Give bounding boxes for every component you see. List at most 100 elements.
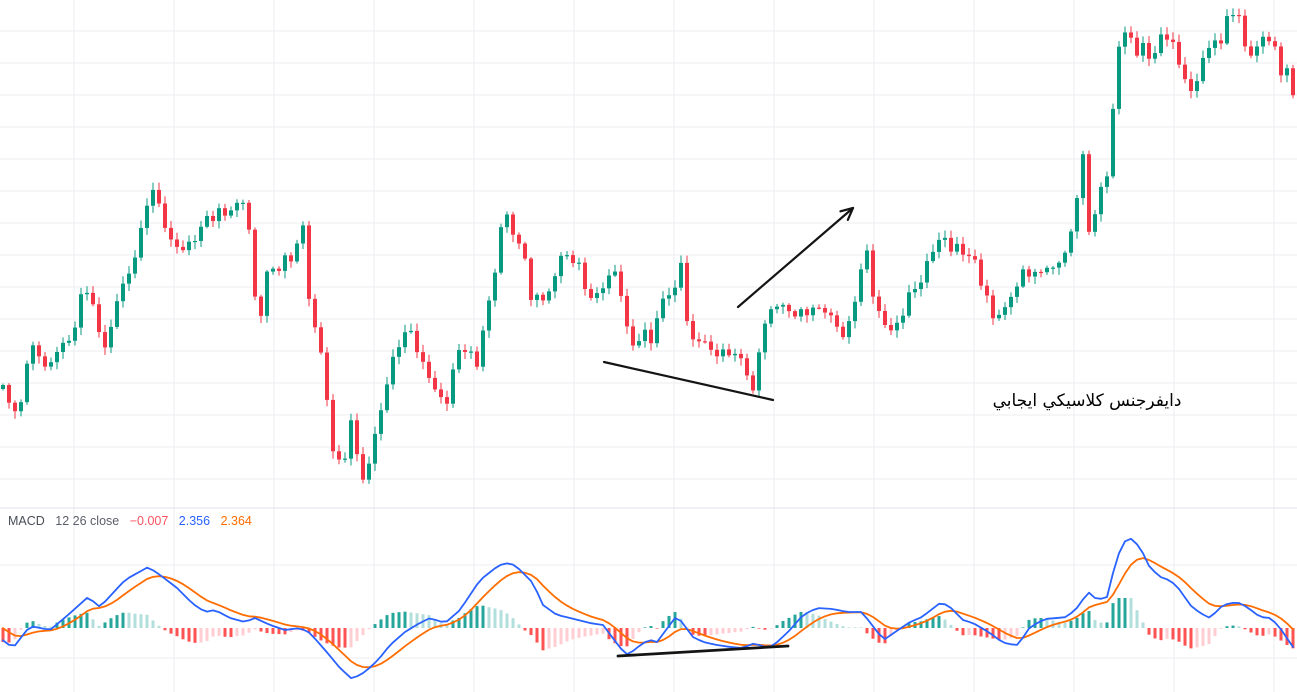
hist-bar	[31, 621, 35, 628]
candle-body	[895, 322, 899, 331]
hist-bar	[979, 628, 983, 637]
divergence-annotation-text[interactable]: دايفرجنس كلاسيكي ايجابي	[992, 391, 1182, 411]
candle-body	[511, 214, 515, 235]
candle-body	[319, 327, 323, 353]
candle-body	[1099, 186, 1103, 215]
price-divergence-trendline[interactable]	[602, 360, 775, 402]
hist-bar	[793, 614, 797, 628]
candle-body	[463, 349, 467, 352]
candle-body	[1225, 16, 1229, 44]
candle-body	[337, 451, 341, 460]
hist-bar	[361, 628, 365, 636]
candle-body	[55, 351, 59, 363]
candlestick-series	[1, 8, 1295, 484]
macd-signal-line	[2, 557, 1294, 669]
hist-bar	[571, 628, 575, 640]
candle-body	[343, 458, 347, 460]
candle-body	[805, 309, 809, 316]
candle-body	[421, 352, 425, 362]
candle-body	[217, 208, 221, 222]
user-drawings[interactable]	[602, 206, 855, 658]
candle-body	[841, 326, 845, 338]
hist-bar	[709, 628, 713, 636]
macd-divergence-trendline[interactable]	[616, 644, 790, 658]
hist-bar	[229, 628, 233, 638]
hist-bar	[991, 628, 995, 639]
candle-body	[673, 287, 677, 296]
candle-body	[1021, 269, 1025, 287]
hist-bar	[1063, 622, 1067, 628]
candle-body	[559, 255, 563, 277]
candle-body	[25, 363, 29, 403]
candle-body	[853, 301, 857, 322]
candle-body	[943, 237, 947, 240]
hist-bar	[1117, 598, 1121, 628]
candle-body	[901, 315, 905, 323]
hist-bar	[661, 621, 665, 628]
candle-body	[1075, 198, 1079, 232]
candle-body	[1153, 53, 1157, 59]
candle-body	[1093, 214, 1097, 232]
hist-bar	[757, 628, 761, 629]
hist-bar	[595, 628, 599, 635]
candle-body	[91, 292, 95, 305]
candle-body	[1123, 32, 1127, 47]
hist-bar	[805, 612, 809, 628]
candle-body	[175, 239, 179, 247]
candle-body	[985, 285, 989, 296]
candle-body	[967, 254, 971, 257]
hist-bar	[577, 628, 581, 638]
hist-bar	[241, 628, 245, 636]
candle-body	[1237, 15, 1241, 17]
hist-bar	[1009, 628, 1013, 638]
hist-bar	[835, 624, 839, 628]
hist-bar	[349, 628, 353, 648]
candle-body	[31, 345, 35, 364]
candle-body	[787, 304, 791, 312]
candle-body	[67, 340, 71, 343]
hist-bar	[85, 612, 89, 628]
candle-body	[655, 318, 659, 344]
hist-bar	[955, 628, 959, 631]
hist-bar	[175, 628, 179, 637]
candle-body	[889, 325, 893, 331]
candle-body	[1015, 286, 1019, 297]
hist-bar	[223, 628, 227, 637]
candle-body	[541, 294, 545, 301]
candle-body	[847, 321, 851, 338]
hist-bar	[1069, 620, 1073, 628]
up-arrow-drawing[interactable]	[736, 206, 855, 309]
candle-body	[607, 275, 611, 289]
candle-body	[829, 312, 833, 316]
candle-body	[295, 243, 299, 262]
hist-bar	[73, 615, 77, 628]
hist-bar	[307, 628, 311, 633]
hist-bar	[1171, 628, 1175, 640]
hist-bar	[445, 624, 449, 628]
hist-bar	[1219, 628, 1223, 629]
candle-body	[289, 255, 293, 262]
candle-body	[601, 288, 605, 294]
candle-body	[193, 240, 197, 243]
candle-body	[775, 306, 779, 310]
candle-body	[415, 330, 419, 353]
hist-bar	[877, 628, 881, 643]
hist-bar	[787, 617, 791, 628]
candle-body	[1057, 262, 1061, 268]
macd-indicator-legend[interactable]: MACD 12 26 close −0.007 2.356 2.364	[8, 513, 259, 529]
hist-bar	[115, 615, 119, 628]
hist-bar	[409, 612, 413, 628]
candle-body	[583, 262, 587, 290]
candle-body	[73, 327, 77, 341]
candle-body	[1261, 36, 1265, 47]
hist-bar	[601, 628, 605, 634]
candle-body	[115, 301, 119, 327]
candle-body	[631, 326, 635, 346]
candle-body	[1177, 41, 1181, 65]
hist-bar	[1093, 619, 1097, 628]
candle-body	[997, 314, 1001, 319]
candle-body	[733, 353, 737, 356]
hist-bar	[985, 628, 989, 638]
